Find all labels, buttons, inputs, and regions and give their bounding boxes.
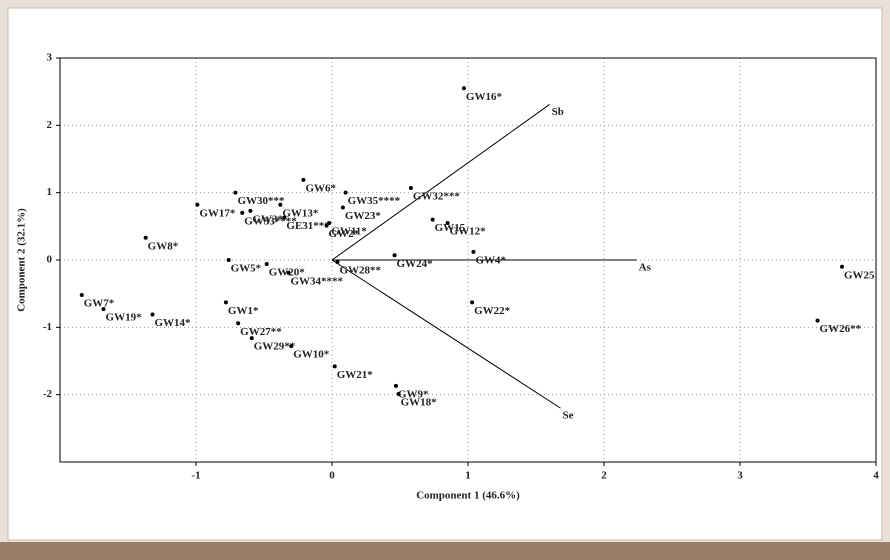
point bbox=[392, 253, 397, 258]
point-label: GW27** bbox=[240, 326, 282, 338]
y-tick-label: 1 bbox=[47, 186, 53, 198]
point bbox=[470, 300, 475, 305]
y-tick-label: 2 bbox=[47, 119, 53, 131]
point-label: GW28** bbox=[339, 265, 381, 277]
point bbox=[289, 344, 294, 349]
point-label: GW17* bbox=[199, 207, 236, 219]
point-label: GW30*** bbox=[237, 195, 285, 207]
point bbox=[324, 223, 329, 228]
point-label: GW34**** bbox=[290, 275, 343, 287]
point bbox=[430, 217, 435, 222]
point-label: GW16* bbox=[466, 91, 503, 103]
x-tick-label: 4 bbox=[873, 470, 879, 482]
point bbox=[143, 235, 148, 240]
point bbox=[408, 185, 413, 190]
point-label: GW5* bbox=[231, 263, 262, 275]
point bbox=[301, 177, 306, 182]
point-label: GW3* bbox=[252, 213, 283, 225]
loading-label: Sb bbox=[552, 106, 564, 118]
point-label: GW19* bbox=[106, 312, 143, 324]
loading-vector bbox=[331, 104, 550, 261]
x-tick-label: 0 bbox=[329, 470, 335, 482]
point-label: GE31*** bbox=[286, 220, 330, 232]
loading-label: Se bbox=[562, 410, 573, 422]
point bbox=[340, 205, 345, 210]
point-label: GW35**** bbox=[348, 195, 401, 207]
point bbox=[815, 318, 820, 323]
point-label: GW21* bbox=[337, 369, 374, 381]
point-label: GW29** bbox=[254, 341, 296, 353]
point bbox=[445, 220, 450, 225]
point-label: GW25 bbox=[844, 269, 875, 281]
point-label: GW2* bbox=[329, 228, 360, 240]
point bbox=[226, 258, 231, 262]
point bbox=[248, 208, 253, 213]
point-label: GW11* bbox=[331, 225, 367, 237]
footer-band bbox=[0, 542, 890, 560]
point bbox=[101, 307, 106, 312]
y-tick-label: -2 bbox=[43, 388, 53, 400]
point-label: GW23* bbox=[345, 210, 382, 222]
point-label: GW7* bbox=[84, 298, 115, 310]
point bbox=[327, 220, 332, 225]
point-label: GW13* bbox=[282, 207, 319, 219]
plot-panel bbox=[7, 7, 883, 541]
loading-label: As bbox=[639, 262, 652, 274]
point bbox=[240, 210, 245, 215]
point bbox=[236, 321, 241, 326]
point bbox=[223, 300, 228, 305]
point-label: GW26** bbox=[820, 323, 862, 335]
point bbox=[150, 312, 155, 317]
point bbox=[840, 264, 844, 269]
loading-vector bbox=[331, 259, 561, 409]
point bbox=[332, 364, 337, 369]
point-label: GW6* bbox=[305, 182, 336, 194]
point-label: GW18* bbox=[401, 397, 438, 409]
point bbox=[396, 391, 401, 396]
point-label: GW32*** bbox=[413, 190, 461, 202]
point-label: GW9* bbox=[398, 388, 429, 400]
point bbox=[278, 202, 283, 207]
point-label: GW4* bbox=[475, 254, 506, 266]
axes-box bbox=[59, 57, 877, 463]
x-axis-label: Component 1 (46.6%) bbox=[416, 490, 520, 502]
y-axis-label: Component 2 (32.1%) bbox=[16, 208, 28, 312]
point bbox=[233, 190, 238, 195]
point bbox=[343, 190, 348, 195]
point-label: GW24* bbox=[397, 258, 434, 270]
point-label: GW15 bbox=[435, 222, 466, 234]
point bbox=[79, 293, 84, 298]
x-tick-label: 2 bbox=[601, 470, 607, 482]
point bbox=[264, 262, 269, 267]
y-tick-label: 3 bbox=[47, 52, 53, 64]
point-label: GW8* bbox=[148, 240, 179, 252]
point bbox=[393, 383, 398, 388]
point bbox=[249, 336, 254, 341]
point-label: GW10* bbox=[293, 349, 330, 361]
x-tick-label: 1 bbox=[465, 470, 471, 482]
point-label: GW14* bbox=[154, 317, 191, 329]
point bbox=[461, 86, 466, 91]
y-tick-label: 0 bbox=[47, 254, 53, 266]
point-label: GW12* bbox=[450, 225, 487, 237]
point bbox=[335, 260, 340, 265]
point bbox=[195, 202, 200, 207]
x-tick-label: -1 bbox=[191, 470, 200, 482]
point bbox=[286, 270, 291, 275]
point-label: GW22* bbox=[474, 305, 511, 317]
point bbox=[282, 215, 287, 220]
point-label: GW1* bbox=[228, 305, 259, 317]
x-tick-label: 3 bbox=[737, 470, 743, 482]
y-tick-label: -1 bbox=[43, 321, 52, 333]
point bbox=[471, 249, 476, 254]
